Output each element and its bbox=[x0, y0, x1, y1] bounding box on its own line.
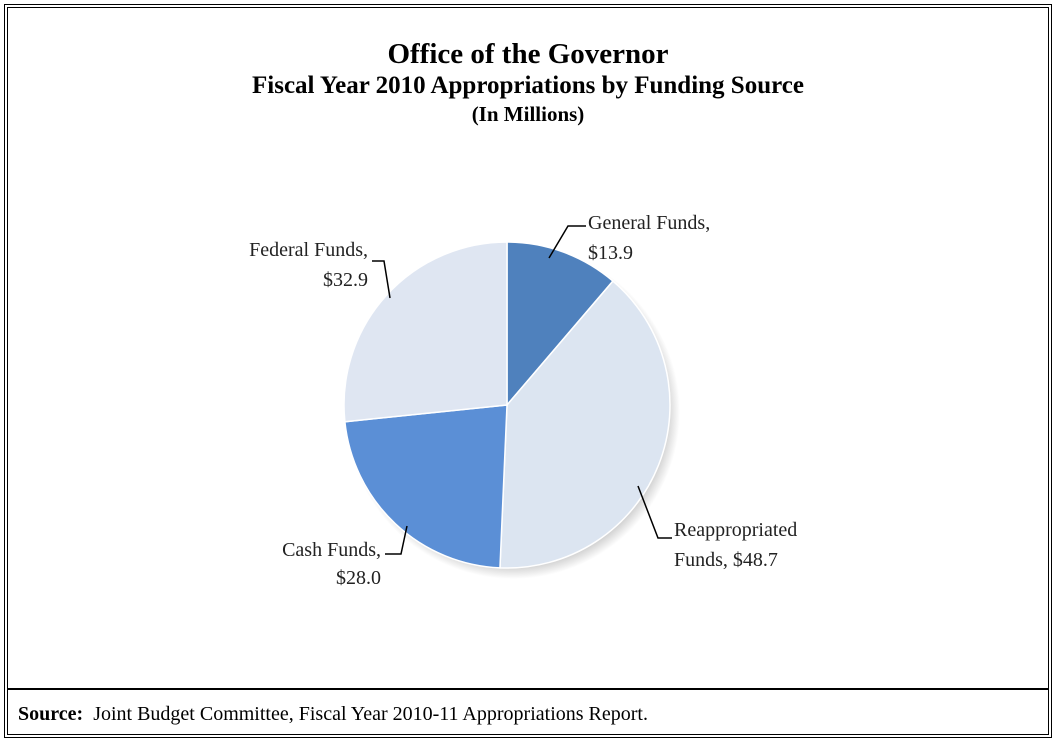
source-text: Joint Budget Committee, Fiscal Year 2010… bbox=[93, 703, 648, 725]
source-note: Source: Joint Budget Committee, Fiscal Y… bbox=[18, 703, 648, 726]
chart-subtitle: Fiscal Year 2010 Appropriations by Fundi… bbox=[252, 72, 804, 99]
slice-data-label: Funds, $48.7 bbox=[674, 549, 778, 571]
chart-title-block: Office of the Governor Fiscal Year 2010 … bbox=[8, 38, 1048, 128]
chart-title: Office of the Governor bbox=[387, 38, 669, 70]
slice-data-label: General Funds, bbox=[588, 212, 710, 234]
chart-frame: Office of the Governor Fiscal Year 2010 … bbox=[4, 4, 1052, 738]
pie-slice-reappropriated-funds bbox=[499, 280, 671, 569]
leader-line bbox=[637, 485, 672, 539]
pie-slice-general-funds bbox=[506, 241, 614, 408]
pie-slice-federal-funds bbox=[343, 241, 508, 423]
leader-line bbox=[385, 525, 408, 555]
slice-data-label: $13.9 bbox=[588, 242, 633, 264]
slice-data-label: $28.0 bbox=[336, 567, 381, 589]
source-label: Source: bbox=[18, 703, 84, 725]
slice-data-label: Federal Funds, bbox=[249, 239, 368, 261]
slice-data-label: $32.9 bbox=[323, 269, 368, 291]
slice-data-label: Reappropriated bbox=[674, 519, 797, 541]
pie-slices bbox=[343, 241, 680, 579]
pie-slice-cash-funds bbox=[344, 404, 508, 569]
pie-labels: General Funds, $13.9 Reappropriated Funds, … bbox=[249, 212, 797, 589]
leader-line bbox=[372, 260, 391, 299]
pie-chart: General Funds, $13.9 Reappropriated Funds, … bbox=[249, 212, 797, 589]
leader-line bbox=[548, 225, 586, 259]
slice-data-label: Cash Funds, bbox=[282, 539, 381, 561]
footer-divider bbox=[8, 688, 1048, 690]
chart-unit-note: (In Millions) bbox=[471, 102, 585, 126]
